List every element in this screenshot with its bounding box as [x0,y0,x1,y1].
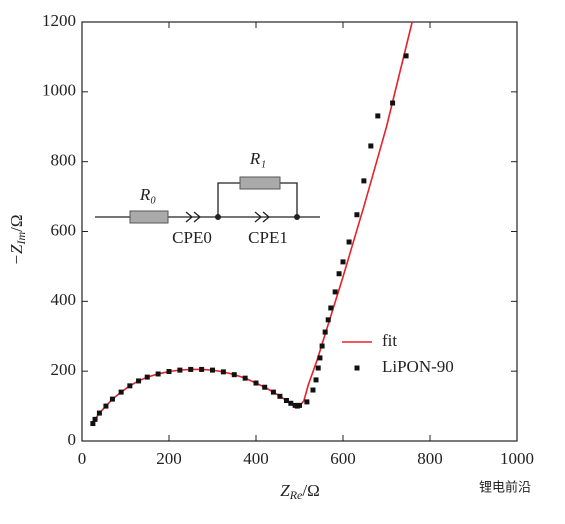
cpe-symbol [193,211,202,223]
fit-line [90,21,413,426]
data-point [92,416,98,422]
y-tick-label: 0 [68,430,77,449]
data-point [90,421,96,427]
y-tick-label: 200 [51,360,77,379]
data-point [317,355,323,361]
resistor [239,176,281,190]
data-point [375,113,381,119]
node [215,214,221,220]
y-axis-label: −ZIm/Ω [7,215,28,266]
data-point [288,400,294,406]
data-point [332,289,338,295]
data-point [277,393,283,399]
data-point [220,369,226,375]
data-point [136,378,142,384]
y-tick-label: 800 [51,151,77,170]
cpe-symbol [254,211,263,223]
data-point [96,410,102,416]
legend-swatch [354,365,360,371]
x-tick-label: 800 [417,449,443,468]
data-point [322,329,328,335]
x-tick-label: 200 [156,449,182,468]
data-point [253,380,259,386]
circuit-diagram [95,176,320,224]
data-point [310,387,316,393]
data-point [319,343,325,349]
data-point [346,239,352,245]
data-point [210,367,215,373]
data-point [199,366,205,372]
x-axis-label: ZRe/Ω [280,481,319,502]
legend-label: fit [382,331,397,350]
data-point [328,305,334,311]
data-point [354,212,360,218]
data-point [144,374,150,380]
data-point [155,371,161,377]
resistor [129,210,169,224]
data-point [336,271,342,277]
data-point [231,372,237,378]
data-point [103,403,109,409]
data-point [177,367,183,373]
x-label-main: Z [280,481,290,500]
data-point [166,369,172,375]
y-label-sub: Im [14,232,28,246]
data-point [297,402,302,408]
data-point [188,366,194,372]
data-point [109,396,115,402]
data-point [390,100,396,106]
legend-label: LiPON-90 [382,357,454,376]
data-point [368,143,374,149]
y-label-main: −Z [7,244,26,265]
x-tick-label: 1000 [500,449,534,468]
data-point [242,375,248,381]
data-point [304,399,310,405]
data-point [118,389,124,395]
y-tick-label: 1000 [42,81,76,100]
data-point [361,178,367,184]
x-label-unit: /Ω [302,481,319,500]
data-point [315,365,321,371]
x-tick-label: 600 [330,449,356,468]
x-tick-label: 0 [78,449,87,468]
data-point [283,397,289,403]
data-point [127,383,133,389]
circuit-label: R₁ [249,149,266,168]
circuit-label: CPE1 [248,228,288,247]
y-label-unit: /Ω [7,215,26,232]
data-point [270,389,276,395]
circuit-label: CPE0 [172,228,212,247]
data-point [340,259,346,265]
x-label-sub: Re [289,488,303,502]
data-point [262,384,268,390]
node [294,214,300,220]
cpe-symbol [262,211,271,223]
data-point [325,317,331,323]
circuit-label: R₀ [139,185,156,204]
y-tick-label: 400 [51,290,77,309]
cpe-symbol [185,211,194,223]
data-point [403,53,409,59]
y-tick-label: 600 [51,220,77,239]
y-tick-label: 1200 [42,11,76,30]
x-tick-label: 400 [243,449,269,468]
data-point [313,377,319,383]
watermark: 锂电前沿 [479,480,531,496]
